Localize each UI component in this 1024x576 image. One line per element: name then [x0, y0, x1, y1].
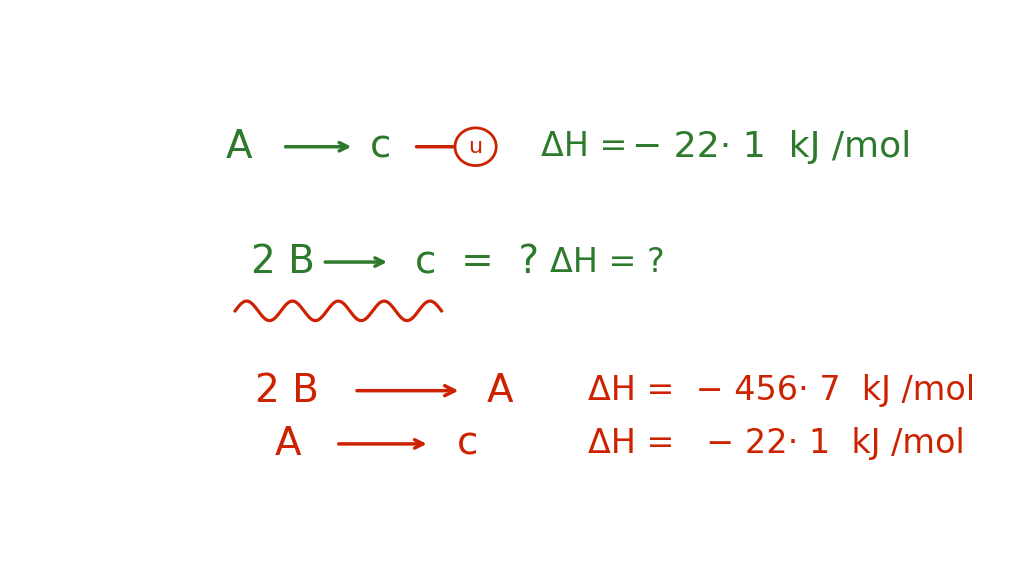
Text: 2 B: 2 B — [255, 372, 318, 410]
Text: c: c — [458, 425, 478, 463]
Text: ΔH =   − 22· 1  kJ /mol: ΔH = − 22· 1 kJ /mol — [588, 427, 965, 460]
Text: c  =  ?: c = ? — [416, 243, 540, 281]
Text: ΔH =: ΔH = — [541, 130, 627, 163]
Text: − 22· 1  kJ /mol: − 22· 1 kJ /mol — [632, 130, 911, 164]
Text: u: u — [469, 137, 482, 157]
Text: ΔH =  − 456· 7  kJ /mol: ΔH = − 456· 7 kJ /mol — [588, 374, 976, 407]
Text: A: A — [486, 372, 513, 410]
Text: c: c — [370, 128, 391, 166]
Text: A: A — [225, 128, 253, 166]
Text: 2 B: 2 B — [251, 243, 315, 281]
Text: A: A — [274, 425, 301, 463]
Text: ΔH = ?: ΔH = ? — [550, 245, 665, 279]
